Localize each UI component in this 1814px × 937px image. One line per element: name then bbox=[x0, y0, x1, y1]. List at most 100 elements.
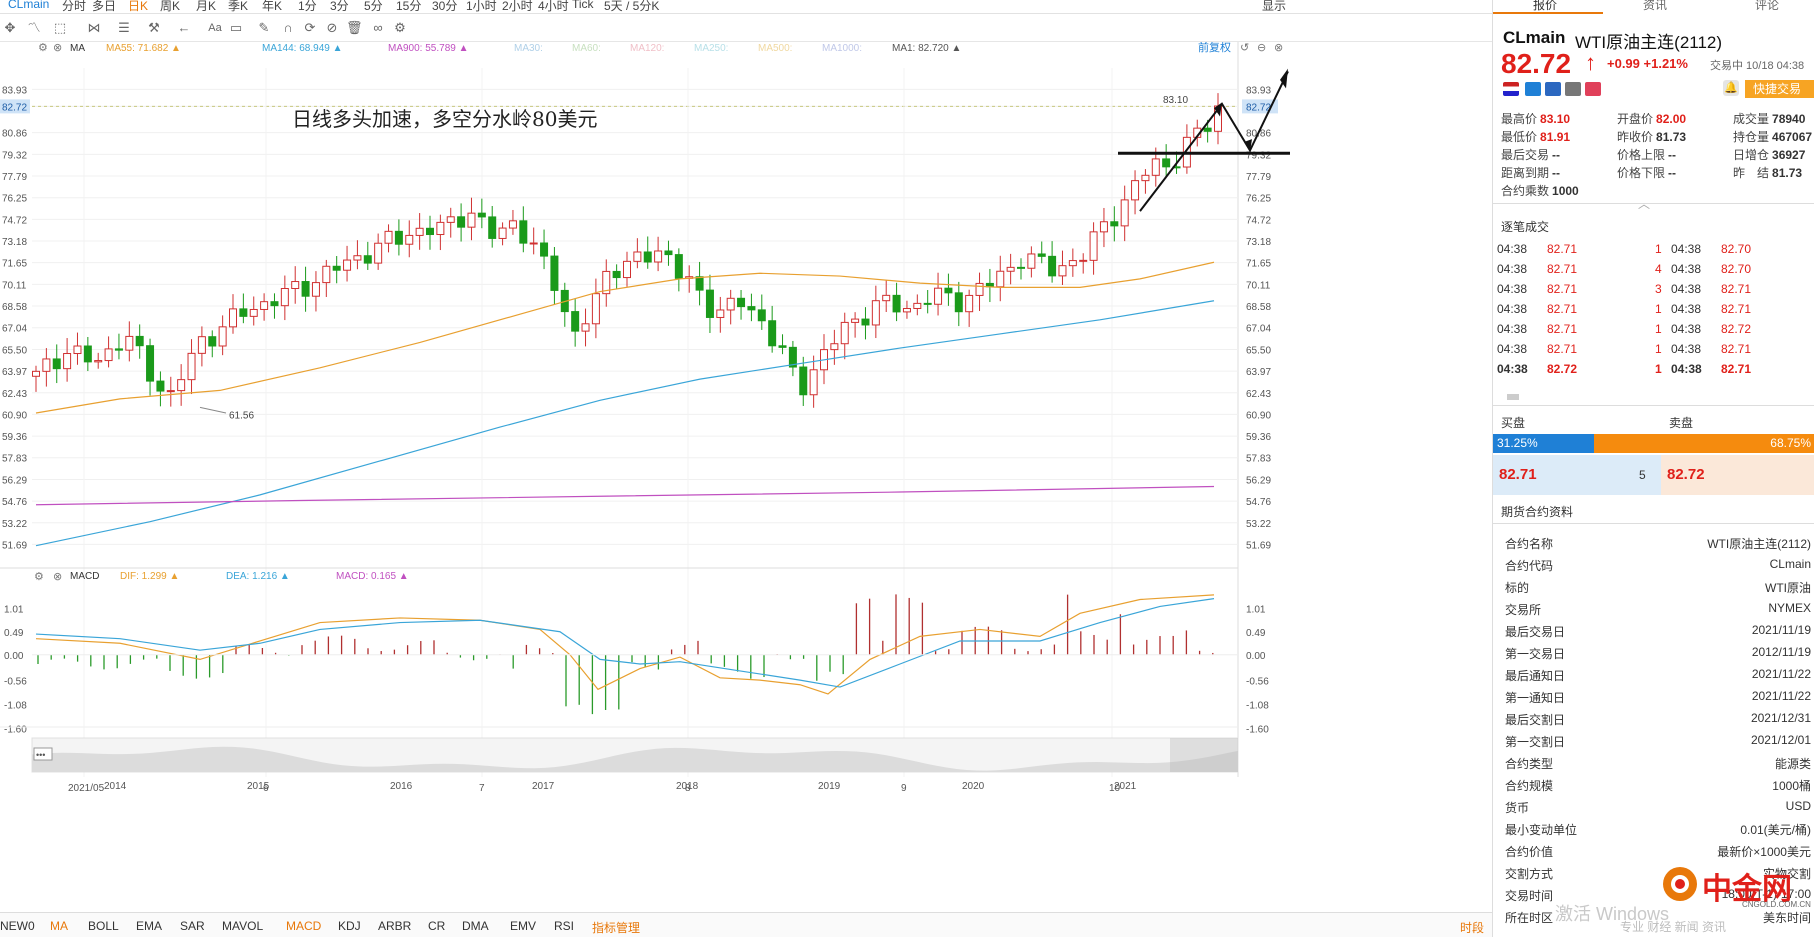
period-tab[interactable]: 5分 bbox=[364, 0, 383, 13]
pattern-icon[interactable]: ⋈ bbox=[87, 20, 101, 35]
info-key: 第一交易日 bbox=[1505, 647, 1566, 661]
macd-tick-left: -0.56 bbox=[4, 677, 27, 688]
settings-icon[interactable]: ⚙ bbox=[394, 20, 406, 35]
favorite-heart-icon[interactable] bbox=[1585, 82, 1601, 96]
alert-bell-icon[interactable]: 🔔 bbox=[1723, 80, 1739, 96]
info-key: 合约规模 bbox=[1505, 779, 1554, 793]
indicator-tab[interactable]: ARBR bbox=[378, 919, 412, 933]
period-tab[interactable]: 4小时 bbox=[538, 0, 569, 13]
sync-icon[interactable]: ⟳ bbox=[304, 20, 316, 35]
minimize-icon[interactable]: ⊖ bbox=[1257, 42, 1266, 54]
candle-body bbox=[229, 308, 237, 328]
overview-window[interactable] bbox=[1170, 738, 1238, 772]
period-tab[interactable]: 日K bbox=[128, 0, 149, 13]
indicator-tab[interactable]: EMA bbox=[136, 919, 163, 933]
macd-close-icon[interactable]: ⊗ bbox=[53, 571, 62, 583]
y-tick-left: 77.79 bbox=[2, 172, 27, 183]
y-tick-left: 57.83 bbox=[2, 454, 27, 465]
indicator-tab[interactable]: EMV bbox=[510, 919, 537, 933]
indicator-tab[interactable]: NEW0 bbox=[0, 919, 35, 933]
tick-cell: 04:38 bbox=[1497, 342, 1528, 356]
period-tab[interactable]: 月K bbox=[196, 0, 217, 13]
reset-icon[interactable]: ↺ bbox=[1240, 42, 1249, 54]
close-icon[interactable]: ⊗ bbox=[53, 42, 62, 54]
overview-menu-button[interactable] bbox=[33, 747, 53, 761]
indicator-tab[interactable]: RSI bbox=[554, 919, 575, 933]
period-tab[interactable]: 年K bbox=[262, 0, 283, 13]
indicator-tab[interactable]: SAR bbox=[180, 919, 205, 933]
price-tag-right-text: 82.72 bbox=[1246, 102, 1271, 113]
macd-tick-left: -1.60 bbox=[4, 724, 27, 735]
tab-comments[interactable]: 评论 bbox=[1755, 0, 1780, 12]
overview-year: 2017 bbox=[532, 781, 555, 792]
crosshair-icon[interactable]: ✥ bbox=[4, 20, 16, 35]
candle-body bbox=[716, 309, 725, 318]
period-tab[interactable]: 30分 bbox=[432, 0, 458, 13]
symbol-name: WTI原油主连(2112) bbox=[1575, 33, 1723, 52]
indicator-tab[interactable]: MA bbox=[50, 919, 68, 933]
indicator-tab[interactable]: DMA bbox=[462, 919, 489, 933]
us-flag-icon bbox=[1503, 82, 1519, 96]
kline-chart[interactable]: ⚙ ⊗ MA MA55: 71.682 ▲ MA144: 68.949 ▲ MA900: … bbox=[0, 42, 1292, 912]
period-tab[interactable]: CLmain bbox=[8, 0, 50, 11]
period-tab[interactable]: 1小时 bbox=[466, 0, 497, 13]
stat-value: -- bbox=[1552, 148, 1561, 162]
collapse-chevron-icon[interactable]: ︿ bbox=[1638, 197, 1651, 211]
period-tab[interactable]: 2小时 bbox=[502, 0, 533, 13]
period-tab[interactable]: Tick bbox=[572, 0, 594, 11]
period-tab[interactable]: 周K bbox=[160, 0, 181, 13]
tab-quote[interactable]: 报价 bbox=[1533, 0, 1558, 12]
adjust-button[interactable]: 前复权 bbox=[1198, 42, 1231, 54]
stat-item: 价格下限 -- bbox=[1617, 164, 1676, 181]
indicator-tab[interactable]: BOLL bbox=[88, 919, 119, 933]
candle-body bbox=[197, 336, 206, 354]
quick-trade-button[interactable]: 快捷交易 bbox=[1745, 80, 1814, 98]
candle-body bbox=[1037, 253, 1046, 257]
undo-icon[interactable]: ← bbox=[177, 20, 191, 35]
scroll-handle[interactable] bbox=[1507, 394, 1519, 400]
divider bbox=[1493, 405, 1814, 406]
candle-body bbox=[280, 288, 289, 307]
comment-icon[interactable]: ▭ bbox=[229, 20, 243, 35]
display-menu[interactable]: 显示 bbox=[1262, 0, 1287, 13]
indicator-tab[interactable]: MAVOL bbox=[222, 919, 264, 933]
tools-icon[interactable]: ⚒ bbox=[148, 20, 160, 35]
period-tab[interactable]: 3分 bbox=[330, 0, 349, 13]
period-tab[interactable]: 5天 / 5分K bbox=[604, 0, 660, 13]
period-tab[interactable]: 季K bbox=[228, 0, 249, 13]
link-icon[interactable]: ∞ bbox=[373, 20, 383, 35]
period-tab[interactable]: 15分 bbox=[396, 0, 422, 13]
text-tool-icon[interactable]: Aa bbox=[208, 22, 222, 34]
info-key: 合约类型 bbox=[1505, 757, 1554, 771]
pencil-icon[interactable]: ✎ bbox=[258, 20, 270, 35]
period-tab[interactable]: 1分 bbox=[298, 0, 317, 13]
symbol-code: CLmain bbox=[1503, 28, 1566, 47]
select-box-icon[interactable]: ⬚ bbox=[53, 20, 67, 35]
stat-item: 持仓量 467067 bbox=[1733, 128, 1812, 145]
indicator-tab[interactable]: MACD bbox=[286, 919, 322, 933]
trash-icon[interactable]: 🗑 bbox=[346, 20, 363, 35]
candle-body bbox=[571, 311, 580, 332]
trade-status: 交易中 10/18 04:38 bbox=[1710, 60, 1805, 72]
session-button[interactable]: 时段 bbox=[1460, 921, 1485, 935]
tab-news[interactable]: 资讯 bbox=[1643, 0, 1668, 12]
info-value: 18:00(T-1)-17:00 bbox=[1721, 887, 1811, 901]
close-panel-icon[interactable]: ⊗ bbox=[1274, 42, 1283, 54]
indicator-tab[interactable]: CR bbox=[428, 919, 446, 933]
period-tab[interactable]: 分时 bbox=[62, 0, 87, 13]
macd-settings-icon[interactable]: ⚙ bbox=[34, 571, 44, 583]
indicator-tab[interactable]: KDJ bbox=[338, 919, 361, 933]
stat-value: -- bbox=[1668, 166, 1677, 180]
hide-icon[interactable]: ⊘ bbox=[326, 20, 338, 35]
overview-year: 2021 bbox=[1114, 781, 1137, 792]
candle-body bbox=[550, 255, 559, 291]
settings-icon[interactable]: ⚙ bbox=[38, 42, 48, 54]
stat-label: 昨收价 bbox=[1617, 130, 1654, 144]
indicator-tab[interactable]: 指标管理 bbox=[592, 921, 641, 935]
period-tab[interactable]: 多日 bbox=[92, 0, 117, 13]
line-chart-type-icon[interactable]: 〽 bbox=[27, 20, 41, 35]
y-tick-right: 59.36 bbox=[1246, 432, 1271, 443]
layout-icon[interactable]: ☰ bbox=[118, 20, 130, 35]
magnet-icon[interactable]: ∩ bbox=[283, 20, 293, 35]
dots-icon[interactable]: ••• bbox=[36, 750, 45, 760]
